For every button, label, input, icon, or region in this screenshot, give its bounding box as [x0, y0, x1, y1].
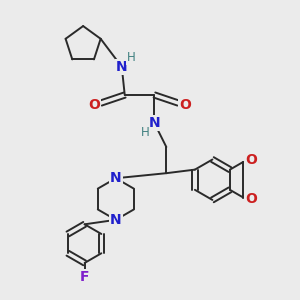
- Text: H: H: [141, 126, 149, 139]
- Text: N: N: [116, 60, 128, 74]
- Text: F: F: [80, 270, 89, 283]
- Text: N: N: [110, 213, 122, 227]
- Text: H: H: [127, 51, 136, 64]
- Text: O: O: [88, 98, 101, 112]
- Text: O: O: [179, 98, 191, 112]
- Text: O: O: [245, 153, 257, 167]
- Text: N: N: [110, 171, 122, 185]
- Text: N: N: [148, 116, 160, 130]
- Text: O: O: [245, 192, 257, 206]
